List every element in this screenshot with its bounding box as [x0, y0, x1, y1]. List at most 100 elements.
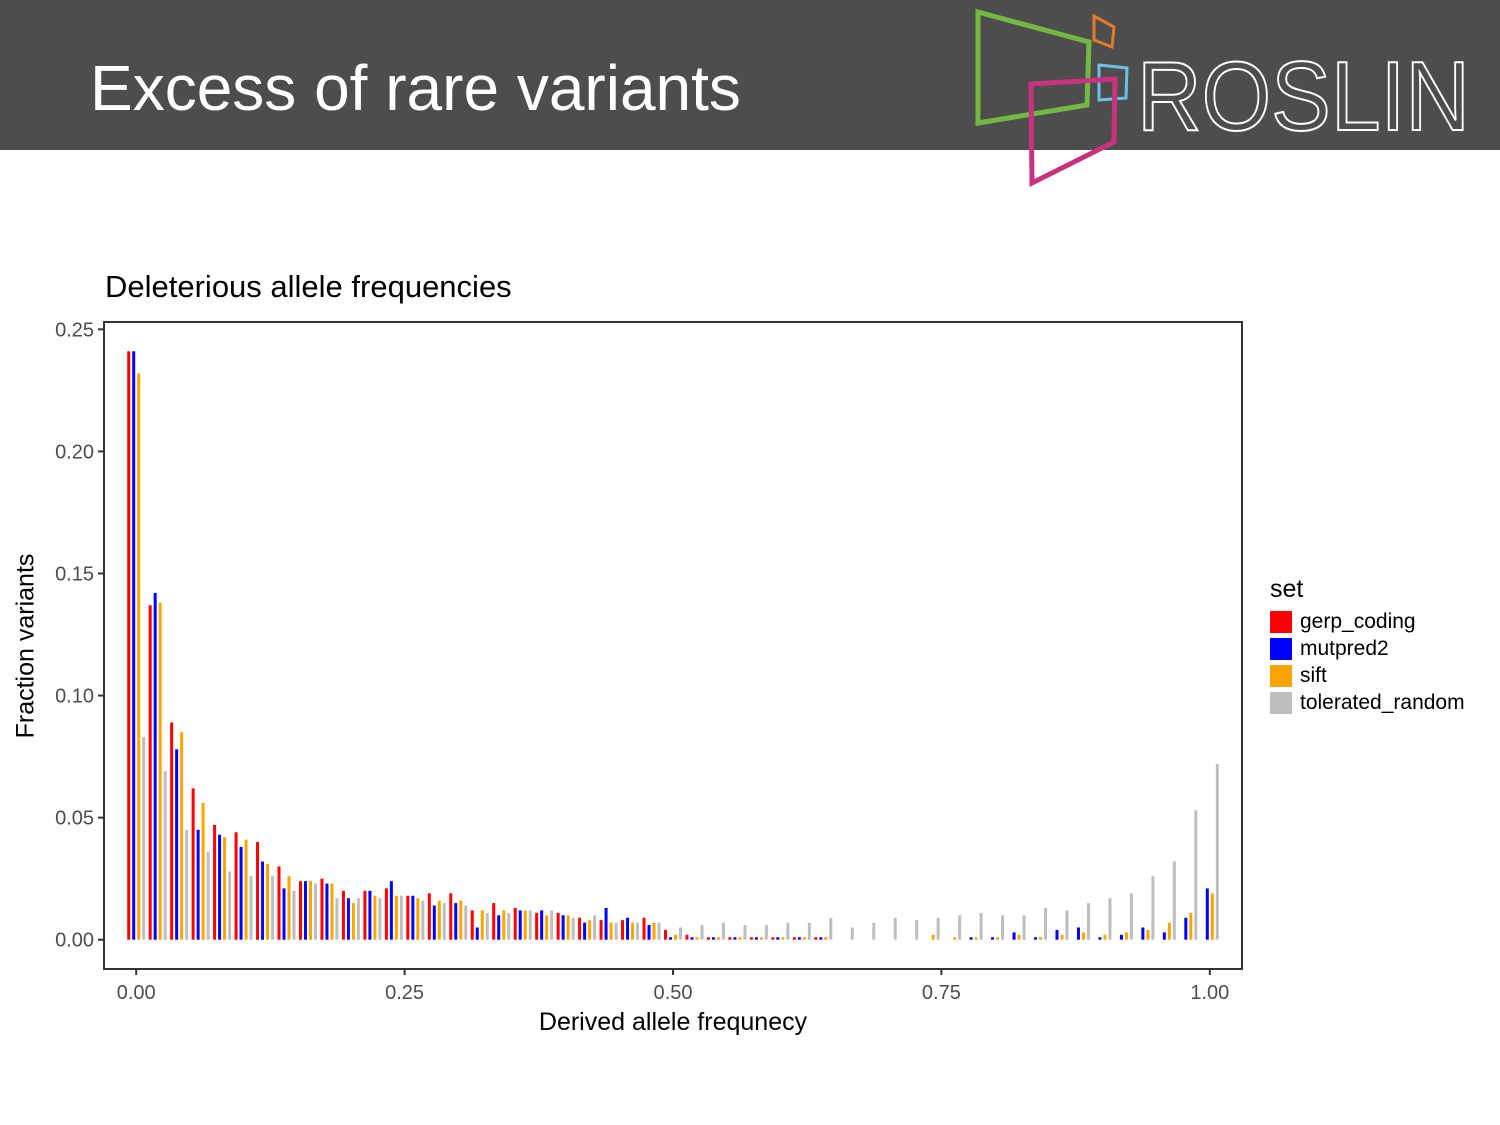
logo-frame-magenta	[1028, 76, 1118, 188]
bar-tolerated-random	[1129, 893, 1133, 940]
bar-mutpred2	[1076, 927, 1080, 940]
bar-tolerated-random	[1151, 876, 1155, 940]
bar-mutpred2	[346, 898, 350, 940]
bar-tolerated-random	[185, 829, 189, 940]
y-tick-label: 0.15	[55, 563, 94, 585]
bar-sift	[480, 910, 484, 940]
bar-sift	[394, 895, 398, 940]
bar-tolerated-random	[1194, 810, 1198, 940]
legend-item: gerp_coding	[1270, 608, 1465, 635]
bar-sift	[1189, 912, 1193, 940]
legend-label: sift	[1300, 663, 1327, 687]
legend-key-tolerated-random	[1270, 691, 1292, 714]
bar-mutpred2	[518, 910, 522, 940]
bar-sift	[244, 839, 248, 940]
bar-mutpred2	[132, 351, 136, 940]
legend-item: sift	[1270, 662, 1465, 689]
bar-mutpred2	[411, 895, 415, 940]
bar-mutpred2	[1141, 927, 1145, 940]
legend-key-gerp-coding	[1270, 610, 1292, 633]
bar-mutpred2	[711, 937, 715, 940]
bar-tolerated-random	[249, 876, 253, 940]
bar-sift	[330, 883, 334, 940]
bar-tolerated-random	[1065, 910, 1069, 940]
legend-title: set	[1270, 575, 1304, 603]
legend-item: tolerated_random	[1270, 689, 1465, 716]
bar-gerp-coding	[298, 881, 302, 940]
bar-tolerated-random	[979, 912, 983, 940]
bar-mutpred2	[1098, 937, 1102, 940]
bar-tolerated-random	[1108, 898, 1112, 940]
bar-mutpred2	[733, 937, 737, 940]
bar-mutpred2	[1184, 917, 1188, 940]
bar-tolerated-random	[1172, 861, 1176, 940]
bar-tolerated-random	[378, 898, 382, 940]
bar-sift	[802, 937, 806, 940]
y-tick-label: 0.20	[55, 441, 94, 463]
bar-tolerated-random	[872, 922, 876, 940]
bar-gerp-coding	[256, 842, 260, 940]
bar-tolerated-random	[807, 922, 811, 940]
bar-tolerated-random	[206, 851, 210, 940]
bar-gerp-coding	[771, 937, 775, 940]
bar-mutpred2	[475, 927, 479, 940]
bar-tolerated-random	[764, 925, 768, 940]
bar-gerp-coding	[449, 893, 453, 940]
bar-mutpred2	[454, 903, 458, 940]
legend: set gerp_coding mutpred2 sift tolerated_…	[1270, 577, 1465, 716]
bar-sift	[759, 937, 763, 940]
bar-sift	[523, 910, 527, 940]
bar-tolerated-random	[442, 903, 446, 940]
bar-tolerated-random	[356, 898, 360, 940]
bar-tolerated-random	[1022, 915, 1026, 940]
bar-sift	[158, 602, 162, 940]
bar-sift	[287, 876, 291, 940]
bar-sift	[824, 937, 828, 940]
bar-tolerated-random	[1215, 763, 1219, 940]
bar-sift	[588, 920, 592, 940]
bar-tolerated-random	[528, 910, 532, 940]
bar-mutpred2	[583, 922, 587, 940]
bar-sift	[545, 915, 549, 940]
bar-gerp-coding	[642, 917, 646, 940]
bar-mutpred2	[432, 905, 436, 940]
x-tick-label: 0.50	[654, 982, 693, 1004]
bar-sift	[416, 898, 420, 940]
bar-tolerated-random	[958, 915, 962, 940]
slide-title: Excess of rare variants	[90, 52, 741, 124]
bar-sift	[373, 895, 377, 940]
bar-mutpred2	[261, 861, 265, 940]
bar-sift	[459, 900, 463, 940]
bar-sift	[266, 864, 270, 940]
bar-sift	[1081, 932, 1085, 940]
bar-sift	[1060, 934, 1064, 940]
bar-tolerated-random	[679, 927, 682, 940]
bar-sift	[931, 934, 935, 940]
bar-sift	[674, 934, 677, 940]
bar-mutpred2	[561, 915, 565, 940]
bar-sift	[1146, 929, 1150, 940]
bar-sift	[437, 900, 441, 940]
y-tick-label: 0.10	[55, 686, 94, 708]
bar-tolerated-random	[550, 910, 554, 940]
bar-sift	[716, 937, 720, 940]
bar-tolerated-random	[163, 771, 167, 940]
bar-tolerated-random	[893, 917, 897, 940]
bar-gerp-coding	[363, 890, 367, 940]
bar-tolerated-random	[228, 871, 232, 940]
bar-sift	[308, 881, 312, 940]
x-tick-label: 0.00	[117, 982, 156, 1004]
bar-gerp-coding	[621, 920, 625, 940]
bar-mutpred2	[153, 593, 157, 940]
bar-mutpred2	[1205, 888, 1209, 940]
bar-tolerated-random	[421, 900, 425, 940]
bar-sift	[738, 937, 742, 940]
bar-gerp-coding	[792, 937, 796, 940]
bar-sift	[1017, 934, 1021, 940]
bar-gerp-coding	[728, 937, 732, 940]
bar-mutpred2	[819, 937, 823, 940]
bar-mutpred2	[303, 881, 307, 940]
x-tick-label: 1.00	[1190, 982, 1229, 1004]
bar-mutpred2	[282, 888, 286, 940]
